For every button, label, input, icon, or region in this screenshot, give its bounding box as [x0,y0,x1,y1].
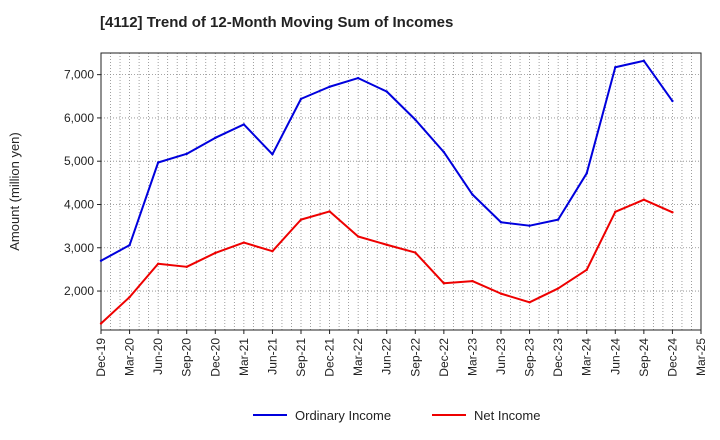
series-ordinary-income [99,59,674,262]
data-point [471,193,474,196]
data-point [356,76,360,80]
legend: Ordinary Income Net Income [253,408,540,423]
y-tick-label: 3,000 [64,241,94,255]
data-point [528,301,531,304]
x-tick-label: Mar-23 [465,338,479,376]
data-point [385,90,388,93]
data-point [642,198,646,201]
data-point [414,251,417,254]
x-tick-label: Mar-21 [237,338,251,376]
x-tick-label: Sep-20 [180,338,194,377]
data-point [214,136,217,140]
y-axis-title: Amount (million yen) [7,132,22,251]
data-point [271,250,274,253]
y-axis: 2,000 3,000 4,000 5,000 6,000 7,000 [64,68,101,298]
y-tick-label: 2,000 [64,284,94,298]
data-point [471,279,474,283]
data-point [414,118,417,121]
y-tick-label: 5,000 [64,154,94,168]
x-tick-label: Jun-22 [380,338,394,375]
x-tick-label: Mar-22 [351,338,365,376]
data-point [271,153,274,156]
data-point [299,218,303,221]
x-tick-label: Jun-24 [608,338,622,375]
data-point [499,221,503,224]
grid-vertical [110,53,692,330]
data-point [242,123,246,126]
plot-area [101,53,701,330]
y-tick-label: 7,000 [64,68,94,82]
x-tick-label: Jun-21 [265,338,279,375]
data-point [128,295,131,299]
data-point [442,150,446,154]
x-tick-label: Dec-22 [437,338,451,377]
x-tick-label: Jun-23 [494,338,508,375]
data-point [214,251,217,255]
x-tick-label: Dec-24 [665,338,679,377]
data-point [99,259,103,262]
x-axis: Dec-19 Mar-20 Jun-20 Sep-20 Dec-20 Mar-21 Jun-… [94,330,708,377]
y-tick-label: 4,000 [64,197,94,211]
series-net-income [99,198,674,325]
data-point [356,235,360,238]
data-point [156,161,160,164]
legend-label: Ordinary Income [295,408,391,423]
x-tick-label: Sep-22 [408,338,422,377]
x-tick-label: Mar-24 [580,338,594,376]
data-point [614,210,617,214]
data-point [671,211,674,214]
chart-title: [4112] Trend of 12-Month Moving Sum of I… [100,14,454,31]
data-point [556,287,560,290]
data-point [528,224,531,227]
x-tick-label: Jun-20 [151,338,165,375]
x-tick-label: Sep-21 [294,338,308,377]
data-point [328,210,331,213]
data-point [671,99,674,103]
x-tick-label: Sep-24 [637,338,651,377]
data-point [585,172,588,175]
data-point [328,85,331,88]
x-tick-label: Sep-23 [523,338,537,377]
data-point [642,59,646,62]
x-tick-label: Dec-21 [323,338,337,377]
data-point [614,66,617,69]
data-point [128,243,131,247]
data-point [185,265,188,269]
x-tick-label: Dec-20 [208,338,222,377]
y-tick-label: 6,000 [64,111,94,125]
x-tick-label: Mar-20 [123,338,137,376]
data-point [185,152,188,156]
data-point [156,262,160,265]
x-tick-label: Dec-23 [551,338,565,377]
data-point [499,292,503,295]
plot-frame [100,52,702,331]
data-point [442,282,446,285]
data-point [99,322,103,325]
data-point [585,268,588,272]
x-tick-label: Mar-25 [694,338,708,376]
data-point [242,241,246,244]
data-point [556,218,560,221]
data-point [299,97,303,101]
data-point [385,243,388,246]
x-tick-label: Dec-19 [94,338,108,377]
legend-label: Net Income [474,408,540,423]
